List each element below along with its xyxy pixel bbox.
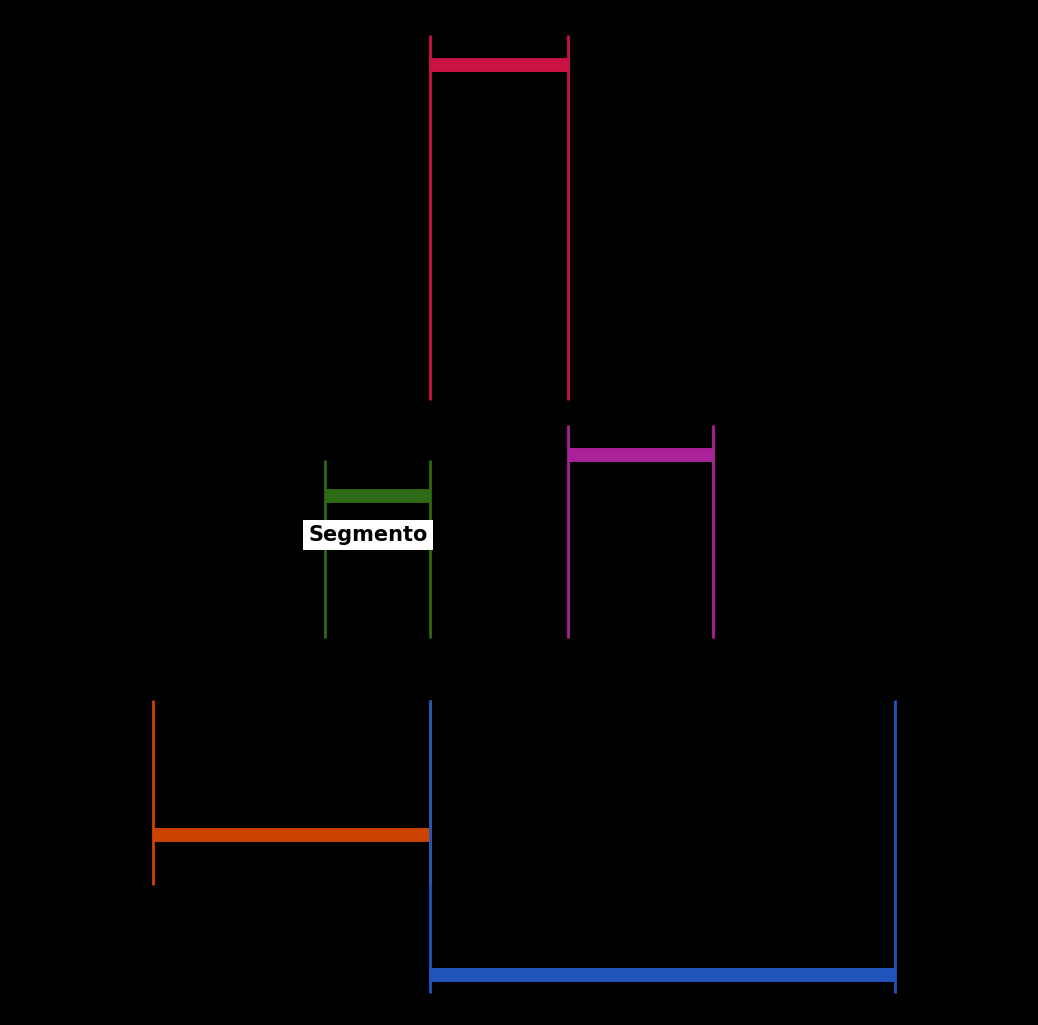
Text: Segmento: Segmento [308,525,428,545]
